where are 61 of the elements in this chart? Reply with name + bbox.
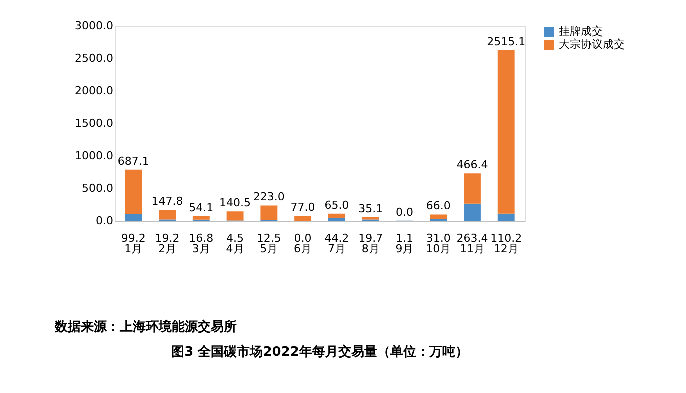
data-label: 110.2	[490, 232, 522, 245]
x-tick-label: 10月	[426, 242, 452, 256]
legend-label: 挂牌成交	[559, 25, 603, 38]
bar	[498, 50, 515, 214]
bar	[125, 214, 142, 221]
data-label: 263.4	[456, 232, 488, 245]
y-tick-label: 500.0	[82, 182, 114, 195]
x-tick-label: 9月	[396, 242, 414, 256]
bar	[328, 218, 346, 221]
x-tick-label: 11月	[460, 242, 485, 256]
data-label: 2515.1	[487, 35, 526, 48]
bar	[294, 216, 312, 221]
y-tick-label: 1500.0	[75, 117, 114, 130]
data-label: 19.2	[155, 232, 180, 245]
y-tick-label: 3000.0	[75, 20, 114, 32]
bar	[159, 210, 176, 220]
data-label: 140.5	[220, 196, 252, 210]
data-label: 77.0	[290, 200, 316, 214]
y-tick-label: 1000.0	[75, 150, 114, 162]
y-tick-label: 2000.0	[75, 84, 114, 98]
bar	[464, 174, 481, 204]
x-tick-label: 6月	[294, 242, 312, 256]
data-label: 1.1	[396, 232, 414, 245]
data-label: 65.0	[324, 198, 350, 212]
data-label: 687.1	[118, 154, 150, 168]
data-label: 0.0	[294, 232, 312, 245]
data-label: 44.2	[324, 232, 350, 245]
data-label: 31.0	[426, 232, 451, 245]
x-tick-label: 1月	[124, 242, 143, 256]
data-label: 19.7	[358, 232, 384, 245]
x-tick-label: 12月	[494, 242, 519, 256]
x-tick-label: 3月	[192, 242, 210, 256]
bar	[328, 214, 346, 218]
y-tick-label: 0.0	[96, 214, 114, 228]
x-tick-label: 8月	[362, 242, 380, 256]
source-note: 数据来源：上海环境能源交易所	[54, 319, 237, 335]
data-label: 35.1	[358, 202, 384, 216]
data-label: 66.0	[426, 200, 451, 213]
data-label: 147.8	[152, 195, 184, 208]
data-label: 99.2	[121, 232, 146, 245]
bar	[498, 214, 515, 221]
legend-label: 大宗协议成交	[559, 38, 625, 51]
x-tick-label: 7月	[328, 242, 346, 256]
y-tick-label: 2500.0	[75, 52, 114, 65]
x-tick-label: 5月	[260, 242, 278, 256]
data-label: 223.0	[253, 190, 285, 204]
bar	[430, 214, 448, 219]
bar	[464, 204, 481, 221]
data-label: 12.5	[256, 232, 282, 245]
data-label: 4.5	[226, 232, 244, 245]
x-tick-label: 2月	[158, 242, 177, 256]
data-label: 54.1	[189, 201, 214, 214]
bar	[125, 170, 142, 215]
x-tick-label: 4月	[226, 242, 244, 256]
bar	[226, 212, 244, 221]
bar	[192, 216, 210, 220]
text: 图3 全国碳市场2022年每月交易量（单位：万吨）	[172, 344, 468, 360]
data-label: 0.0	[396, 206, 414, 219]
data-label: 16.8	[189, 232, 214, 245]
bar	[260, 206, 278, 220]
data-label: 466.4	[456, 158, 488, 172]
